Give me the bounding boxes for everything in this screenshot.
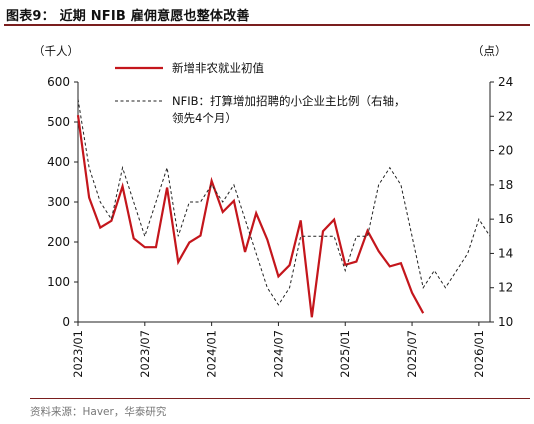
series-line-new-nonfarm-payrolls	[76, 115, 425, 318]
source-note: 资料来源：Haver，华泰研究	[30, 406, 167, 418]
right-y-tick-label: 14	[498, 246, 513, 260]
right-y-tick-label: 12	[498, 281, 513, 295]
right-y-tick-label: 18	[498, 178, 513, 192]
line-chart: 0 100 200 300 400 500 600 10 12 14 16 18 20 22 24 2023/…	[33, 44, 513, 378]
x-tick-label: 2025/07	[405, 330, 419, 378]
chart-axes: 0 100 200 300 400 500 600 10 12 14 16 18 20 22 24 2023/…	[47, 75, 513, 378]
x-tick-label: 2026/01	[472, 330, 486, 378]
left-y-tick-label: 200	[47, 235, 70, 249]
series-layer	[76, 99, 491, 318]
x-tick-label: 2023/01	[71, 330, 85, 378]
left-y-tick-label: 500	[47, 115, 70, 129]
left-y-tick-label: 0	[62, 315, 70, 329]
right-axis-unit: （点）	[472, 44, 507, 58]
series-line-nfib-hiring-plans	[77, 99, 491, 306]
title-rule	[4, 24, 530, 26]
figure-title: 图表9： 近期 NFIB 雇佣意愿也整体改善	[6, 9, 250, 24]
x-tick-label: 2024/07	[271, 330, 285, 378]
chart-legend: 新增非农就业初值 NFIB：打算增加招聘的小企业主比例（右轴， 领先4个月）	[115, 61, 406, 125]
left-y-tick-label: 400	[47, 155, 70, 169]
right-y-tick-label: 22	[498, 109, 513, 123]
left-y-tick-label: 600	[47, 75, 70, 89]
right-y-tick-label: 10	[498, 315, 513, 329]
source-rule	[30, 398, 530, 399]
x-tick-label: 2023/07	[138, 330, 152, 378]
left-y-tick-label: 100	[47, 275, 70, 289]
x-tick-label: 2024/01	[205, 330, 219, 378]
legend-label-nfib-line2: 领先4个月）	[172, 111, 237, 125]
legend-label-new-nonfarm: 新增非农就业初值	[172, 61, 264, 75]
legend-label-nfib: NFIB：打算增加招聘的小企业主比例（右轴，	[172, 94, 406, 108]
left-y-tick-label: 300	[47, 195, 70, 209]
right-y-tick-label: 24	[498, 75, 513, 89]
right-y-tick-label: 20	[498, 144, 513, 158]
x-tick-label: 2025/01	[338, 330, 352, 378]
left-axis-unit: （千人）	[33, 44, 79, 58]
right-y-tick-label: 16	[498, 212, 513, 226]
